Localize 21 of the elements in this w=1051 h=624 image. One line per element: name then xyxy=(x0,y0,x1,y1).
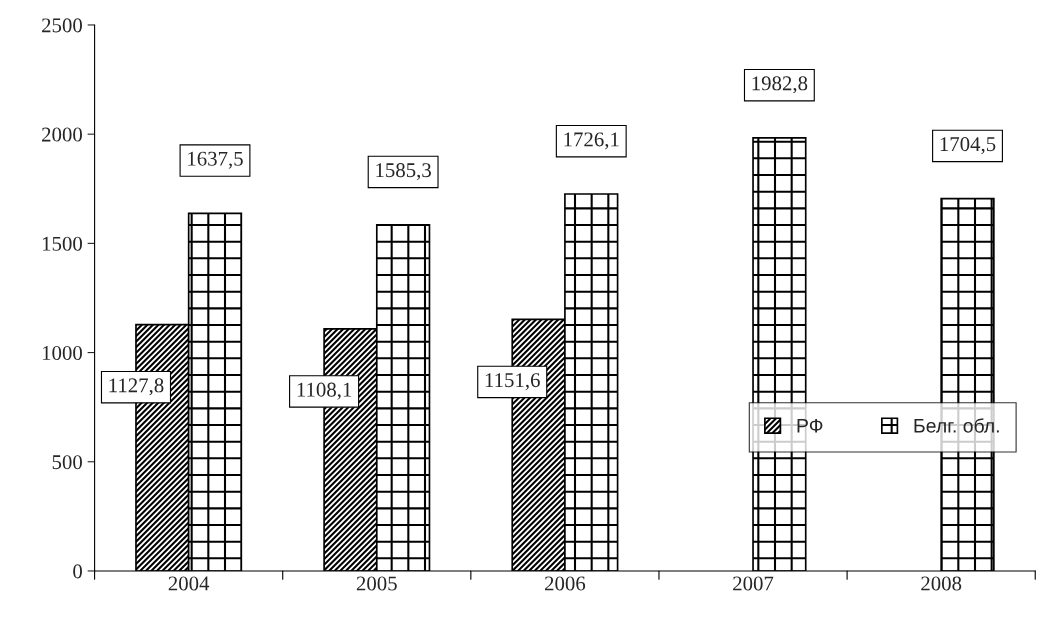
data-label: 1108,1 xyxy=(297,382,352,400)
legend-label: РФ xyxy=(797,418,823,433)
y-tick-label: 1000 xyxy=(42,345,82,360)
data-label: 1585,3 xyxy=(376,163,431,181)
x-tick-label: 2005 xyxy=(356,576,397,591)
data-label: 1982,8 xyxy=(752,76,808,94)
data-label: 1726,1 xyxy=(564,132,619,150)
x-tick-label: 2006 xyxy=(544,576,586,591)
x-tick-label: 2007 xyxy=(733,576,774,591)
x-tick-label: 2004 xyxy=(168,576,210,591)
y-tick-label: 1500 xyxy=(42,236,82,251)
x-tick-label: 2008 xyxy=(921,576,962,591)
data-label: 1127,8 xyxy=(109,378,164,396)
data-label: 1637,5 xyxy=(188,151,243,169)
y-tick-label: 2000 xyxy=(42,127,82,142)
y-tick-label: 500 xyxy=(52,455,82,470)
y-tick-label: 2500 xyxy=(42,18,82,33)
legend-label: Белг. обл. xyxy=(914,418,999,433)
data-label: 1151,6 xyxy=(485,373,540,391)
data-label: 1704,5 xyxy=(940,137,996,155)
y-tick-label: 0 xyxy=(73,564,82,579)
